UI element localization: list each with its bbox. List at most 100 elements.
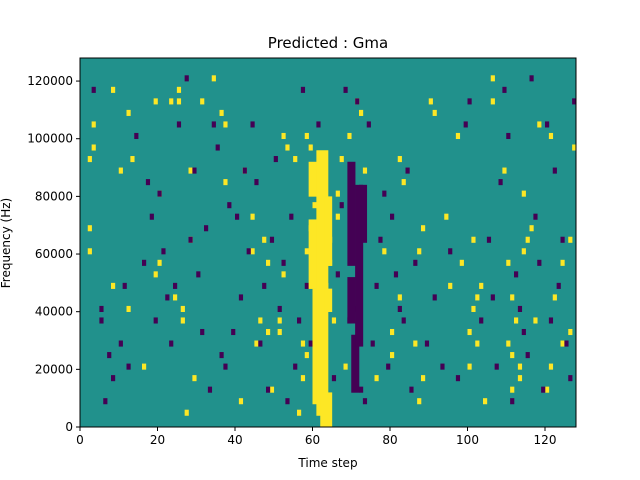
heatmap-cell-low — [281, 259, 286, 266]
heatmap-cell-high — [111, 282, 116, 289]
heatmap-cell-high — [362, 167, 368, 174]
heatmap-cell-low — [386, 363, 391, 370]
x-tick-label: 120 — [534, 433, 557, 447]
heatmap-cell-high — [126, 109, 131, 116]
heatmap-run-low — [347, 277, 356, 324]
heatmap-cell-high — [506, 340, 511, 347]
heatmap-cell-high — [413, 340, 418, 347]
heatmap-cell-low — [506, 132, 511, 140]
heatmap-cell-low — [564, 340, 569, 347]
heatmap-cell-low — [238, 294, 244, 301]
heatmap-cell-low — [374, 282, 379, 289]
heatmap-cell-high — [157, 259, 162, 266]
heatmap-cell-high — [331, 317, 337, 324]
heatmap-cell-low — [486, 236, 492, 243]
heatmap-cell-low — [382, 190, 387, 197]
heatmap-cell-low — [521, 328, 526, 336]
heatmap-cell-high — [552, 294, 557, 301]
heatmap-cell-low — [176, 121, 182, 128]
heatmap-cell-low — [246, 248, 251, 255]
heatmap-cell-low — [134, 132, 139, 140]
heatmap-cell-high — [521, 248, 526, 255]
heatmap-cell-low — [405, 167, 410, 174]
heatmap-cell-low — [556, 282, 561, 289]
heatmap-cell-low — [273, 156, 278, 163]
heatmap-cell-low — [304, 282, 309, 289]
heatmap-cell-low — [297, 317, 302, 324]
heatmap-cell-low — [99, 305, 104, 312]
heatmap-run-high — [324, 196, 333, 266]
heatmap-cell-high — [475, 294, 480, 301]
heatmap-cell-low — [111, 375, 116, 382]
heatmap-cell-high — [417, 398, 422, 405]
heatmap-run-high — [324, 288, 333, 312]
heatmap-cell-low — [235, 213, 240, 220]
heatmap-cell-high — [269, 386, 275, 393]
heatmap-cell-high — [254, 340, 259, 347]
heatmap-cell-high — [184, 409, 189, 416]
heatmap-cell-high — [211, 75, 216, 82]
heatmap-cell-low — [289, 213, 294, 220]
heatmap-cell-low — [103, 398, 108, 405]
heatmap-cell-low — [184, 75, 189, 82]
heatmap-cell-low — [242, 167, 247, 174]
heatmap-cell-low — [118, 340, 123, 347]
heatmap-cell-high — [173, 294, 178, 301]
heatmap-cell-high — [339, 156, 344, 163]
y-axis-label: Frequency (Hz) — [0, 198, 13, 289]
heatmap-cell-high — [169, 98, 174, 105]
heatmap-cell-high — [281, 271, 286, 278]
heatmap-cell-high — [262, 236, 267, 243]
heatmap-cell-low — [254, 179, 259, 186]
heatmap-cell-high — [444, 213, 449, 220]
heatmap-cell-high — [517, 363, 523, 370]
heatmap-cell-high — [514, 317, 519, 324]
heatmap-cell-high — [506, 259, 511, 266]
heatmap-cell-high — [335, 190, 340, 197]
heatmap-cell-low — [537, 259, 542, 266]
heatmap-cell-high — [304, 132, 309, 140]
heatmap-cell-high — [180, 305, 185, 312]
heatmap-cell-high — [176, 98, 182, 105]
heatmap-run-low — [355, 184, 364, 347]
heatmap-cell-low — [285, 398, 290, 405]
heatmap-cell-low — [262, 282, 267, 289]
heatmap-cell-low — [448, 248, 453, 255]
heatmap-cell-high — [300, 375, 306, 382]
heatmap-cell-high — [293, 156, 298, 163]
heatmap-cell-high — [153, 98, 158, 105]
heatmap-run-low — [359, 184, 368, 243]
heatmap-cell-low — [223, 363, 228, 370]
y-tick-label: 120000 — [27, 74, 73, 88]
heatmap-cell-low — [498, 179, 503, 186]
heatmap-cell-low — [378, 236, 383, 243]
heatmap-cell-high — [479, 282, 484, 289]
heatmap-cell-low — [211, 121, 216, 128]
heatmap-cell-low — [161, 248, 166, 255]
x-tick-label: 0 — [76, 433, 84, 447]
heatmap-cell-low — [269, 236, 275, 243]
heatmap-cell-high — [277, 328, 282, 336]
heatmap-cell-high — [548, 132, 554, 140]
heatmap-cell-low — [343, 86, 348, 93]
heatmap-cell-low — [250, 121, 255, 128]
y-tick-label: 40000 — [35, 305, 73, 319]
heatmap-cell-high — [517, 375, 523, 382]
heatmap-cell-high — [200, 98, 205, 105]
heatmap-cell-low — [366, 121, 371, 128]
heatmap-cell-low — [339, 202, 344, 209]
heatmap-cell-low — [529, 75, 534, 82]
heatmap-cell-low — [560, 236, 565, 243]
heatmap-cell-low — [207, 386, 213, 393]
heatmap-cell-low — [145, 179, 151, 186]
heatmap-cell-high — [91, 144, 96, 151]
heatmap-cell-high — [537, 121, 542, 128]
heatmap-cell-low — [525, 352, 530, 359]
y-tick-label: 100000 — [27, 132, 73, 146]
heatmap-cell-high — [176, 86, 182, 93]
y-tick-label: 20000 — [35, 362, 73, 376]
heatmap-cell-high — [304, 352, 309, 359]
heatmap-cell-high — [397, 294, 402, 301]
heatmap-cell-low — [568, 375, 573, 382]
heatmap-cell-high — [490, 75, 495, 82]
